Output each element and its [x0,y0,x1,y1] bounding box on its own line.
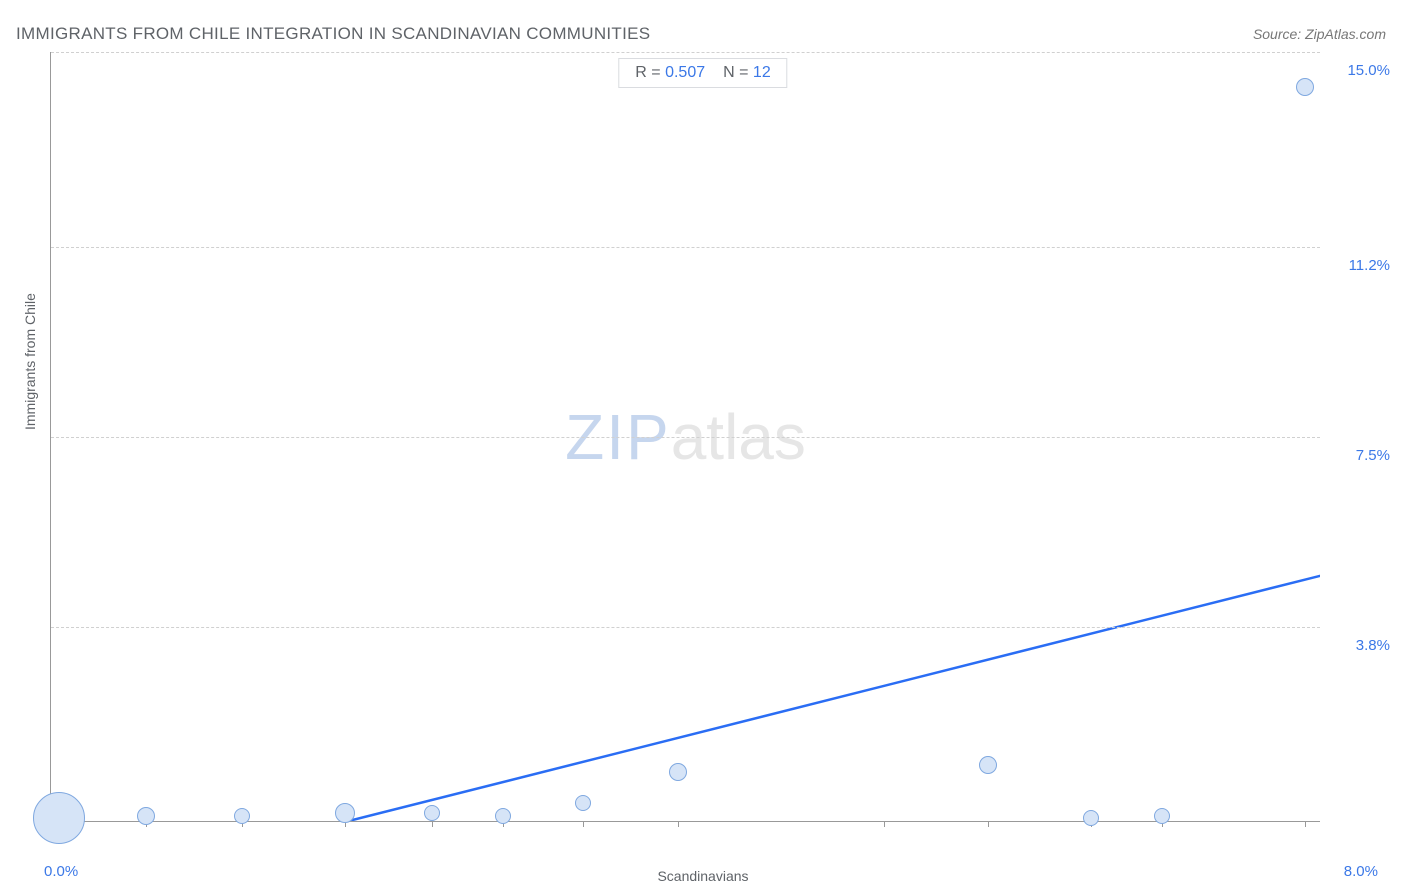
data-point [495,808,511,824]
y-tick-label: 15.0% [1347,62,1390,79]
data-point [234,808,250,824]
data-point [1083,810,1099,826]
gridline [51,627,1320,628]
y-axis-label: Immigrants from Chile [22,293,38,430]
stat-r-value: 0.507 [665,64,705,81]
data-point [335,803,355,823]
x-tick [1305,821,1306,827]
stat-n: N = 12 [723,64,771,82]
stat-r-label: R = [635,64,660,81]
gridline [51,437,1320,438]
x-tick [583,821,584,827]
data-point [424,805,440,821]
x-tick [432,821,433,827]
data-point [979,756,997,774]
y-tick-label: 3.8% [1356,637,1390,654]
chart-plot-area: ZIPatlas 3.8%7.5%11.2%15.0% [50,52,1320,822]
data-point [575,795,591,811]
gridline [51,52,1320,53]
y-tick-label: 7.5% [1356,447,1390,464]
source-attribution: Source: ZipAtlas.com [1253,26,1386,42]
x-tick [678,821,679,827]
x-tick [988,821,989,827]
gridline [51,247,1320,248]
stat-n-value: 12 [753,64,771,81]
chart-title: IMMIGRANTS FROM CHILE INTEGRATION IN SCA… [16,24,650,44]
data-point [137,807,155,825]
x-max-label: 8.0% [1344,863,1378,880]
x-min-label: 0.0% [44,863,78,880]
x-tick [884,821,885,827]
data-point [33,792,85,844]
trend-line [345,576,1320,821]
data-point [669,763,687,781]
data-point [1296,78,1314,96]
x-axis-label: Scandinavians [657,868,748,884]
data-point [1154,808,1170,824]
y-tick-label: 11.2% [1349,257,1390,274]
stat-n-label: N = [723,64,748,81]
stats-box: R = 0.507 N = 12 [618,58,787,88]
stat-r: R = 0.507 [635,64,705,82]
